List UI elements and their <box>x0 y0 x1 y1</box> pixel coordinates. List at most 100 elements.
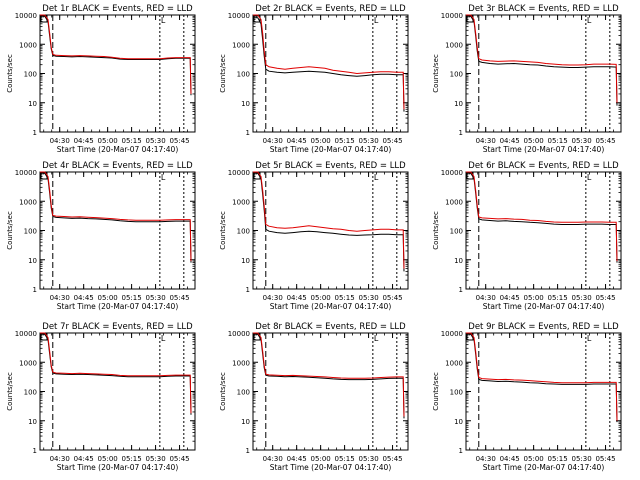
x-axis-label: Start Time (20-Mar-07 04:17:40) <box>57 463 179 472</box>
x-axis-label: Start Time (20-Mar-07 04:17:40) <box>483 463 605 472</box>
y-tick-label: 10 <box>454 257 463 265</box>
x-tick-label: 05:00 <box>98 294 118 302</box>
y-tick-label: 10 <box>28 418 37 426</box>
plot-frame <box>465 171 622 290</box>
y-tick-label: 1000 <box>19 41 37 49</box>
series-events-line <box>253 333 405 419</box>
panel-title: Det 5r BLACK = Events, RED = LLD <box>255 161 406 171</box>
x-tick-label: 05:45 <box>169 455 189 463</box>
y-axis-label: Counts/sec <box>6 211 14 250</box>
y-tick-label: 1 <box>33 447 37 455</box>
y-axis-label: Counts/sec <box>219 54 227 93</box>
y-tick-label: 1000 <box>445 359 463 367</box>
x-tick-label: 04:30 <box>263 294 283 302</box>
y-tick-label: 10 <box>454 418 463 426</box>
panel-title: Det 6r BLACK = Events, RED = LLD <box>468 161 619 171</box>
y-tick-label: 10000 <box>228 169 250 177</box>
plot-frame <box>465 14 622 133</box>
panel-title: Det 8r BLACK = Events, RED = LLD <box>255 322 406 332</box>
l-marker-label: L <box>374 334 379 343</box>
series-lld-line <box>253 14 405 110</box>
y-tick-label: 1 <box>33 129 37 137</box>
y-tick-label: 100 <box>237 228 250 236</box>
y-tick-label: 10 <box>454 100 463 108</box>
plot-frame <box>39 171 196 290</box>
l-marker-label: L <box>161 173 166 182</box>
panel-title: Det 1r BLACK = Events, RED = LLD <box>42 4 193 14</box>
series-lld-line <box>466 332 618 421</box>
x-tick-label: 04:45 <box>74 455 94 463</box>
y-tick-label: 1 <box>33 286 37 294</box>
x-tick-label: 05:45 <box>595 455 615 463</box>
x-tick-label: 04:45 <box>74 137 94 145</box>
x-tick-label: 05:00 <box>524 294 544 302</box>
x-tick-label: 05:00 <box>311 455 331 463</box>
series-lld-line <box>40 171 192 262</box>
l-marker-label: L <box>587 334 592 343</box>
y-tick-label: 10 <box>28 257 37 265</box>
y-tick-label: 1000 <box>232 198 250 206</box>
x-tick-label: 04:45 <box>500 137 520 145</box>
x-tick-label: 05:00 <box>311 294 331 302</box>
x-tick-label: 05:45 <box>595 294 615 302</box>
x-tick-label: 04:45 <box>500 294 520 302</box>
x-tick-label: 04:45 <box>500 455 520 463</box>
x-tick-label: 05:30 <box>358 455 378 463</box>
x-tick-label: 05:00 <box>98 137 118 145</box>
series-lld-line <box>40 332 192 414</box>
x-tick-label: 05:30 <box>145 137 165 145</box>
x-tick-label: 05:15 <box>335 294 355 302</box>
x-tick-label: 04:30 <box>476 137 496 145</box>
x-tick-label: 05:00 <box>311 137 331 145</box>
y-axis-label: Counts/sec <box>219 211 227 250</box>
x-axis-label: Start Time (20-Mar-07 04:17:40) <box>270 463 392 472</box>
panel-det-8: Det 8r BLACK = Events, RED = LLD 1 10 100 10… <box>219 322 409 472</box>
plot-frame <box>39 332 196 451</box>
panel-det-3: Det 3r BLACK = Events, RED = LLD 1 10 100 10… <box>432 4 622 154</box>
series-lld-line <box>466 171 618 262</box>
y-tick-label: 100 <box>24 389 37 397</box>
x-axis-label: Start Time (20-Mar-07 04:17:40) <box>270 302 392 311</box>
x-tick-label: 04:30 <box>476 455 496 463</box>
plot-frame <box>465 332 622 451</box>
l-marker-label: L <box>587 173 592 182</box>
y-tick-label: 100 <box>450 228 463 236</box>
x-tick-label: 04:30 <box>50 294 70 302</box>
y-tick-label: 1000 <box>19 359 37 367</box>
y-tick-label: 1 <box>459 447 463 455</box>
l-marker-label: L <box>161 16 166 25</box>
y-tick-label: 100 <box>24 228 37 236</box>
y-tick-label: 10000 <box>15 330 37 338</box>
y-tick-label: 100 <box>237 71 250 79</box>
l-marker-label: L <box>587 16 592 25</box>
plot-frame <box>39 14 196 133</box>
y-tick-label: 10000 <box>15 169 37 177</box>
l-marker-label: L <box>374 16 379 25</box>
y-tick-label: 1000 <box>232 41 250 49</box>
panel-title: Det 3r BLACK = Events, RED = LLD <box>468 4 619 14</box>
x-axis-label: Start Time (20-Mar-07 04:17:40) <box>483 302 605 311</box>
series-lld-line <box>253 171 405 269</box>
x-tick-label: 04:30 <box>263 137 283 145</box>
panel-title: Det 7r BLACK = Events, RED = LLD <box>42 322 193 332</box>
y-tick-label: 10000 <box>15 12 37 20</box>
y-tick-label: 10 <box>241 100 250 108</box>
x-tick-label: 05:15 <box>335 455 355 463</box>
plot-frame <box>252 171 409 290</box>
panel-det-5: Det 5r BLACK = Events, RED = LLD 1 10 100 10… <box>219 161 409 311</box>
x-tick-label: 05:45 <box>169 137 189 145</box>
x-tick-label: 05:45 <box>382 455 402 463</box>
series-lld-line <box>253 332 405 417</box>
panel-det-2: Det 2r BLACK = Events, RED = LLD 1 10 100 10… <box>219 4 409 154</box>
x-tick-label: 04:30 <box>50 137 70 145</box>
x-tick-label: 05:30 <box>145 455 165 463</box>
panel-det-6: Det 6r BLACK = Events, RED = LLD 1 10 100 10… <box>432 161 622 311</box>
x-tick-label: 04:30 <box>263 455 283 463</box>
y-tick-label: 10 <box>241 257 250 265</box>
x-tick-label: 05:15 <box>548 137 568 145</box>
x-tick-label: 04:45 <box>74 294 94 302</box>
y-tick-label: 1 <box>246 129 250 137</box>
panel-det-9: Det 9r BLACK = Events, RED = LLD 1 10 100 10… <box>432 322 622 472</box>
y-tick-label: 10000 <box>228 12 250 20</box>
y-axis-label: Counts/sec <box>432 211 440 250</box>
